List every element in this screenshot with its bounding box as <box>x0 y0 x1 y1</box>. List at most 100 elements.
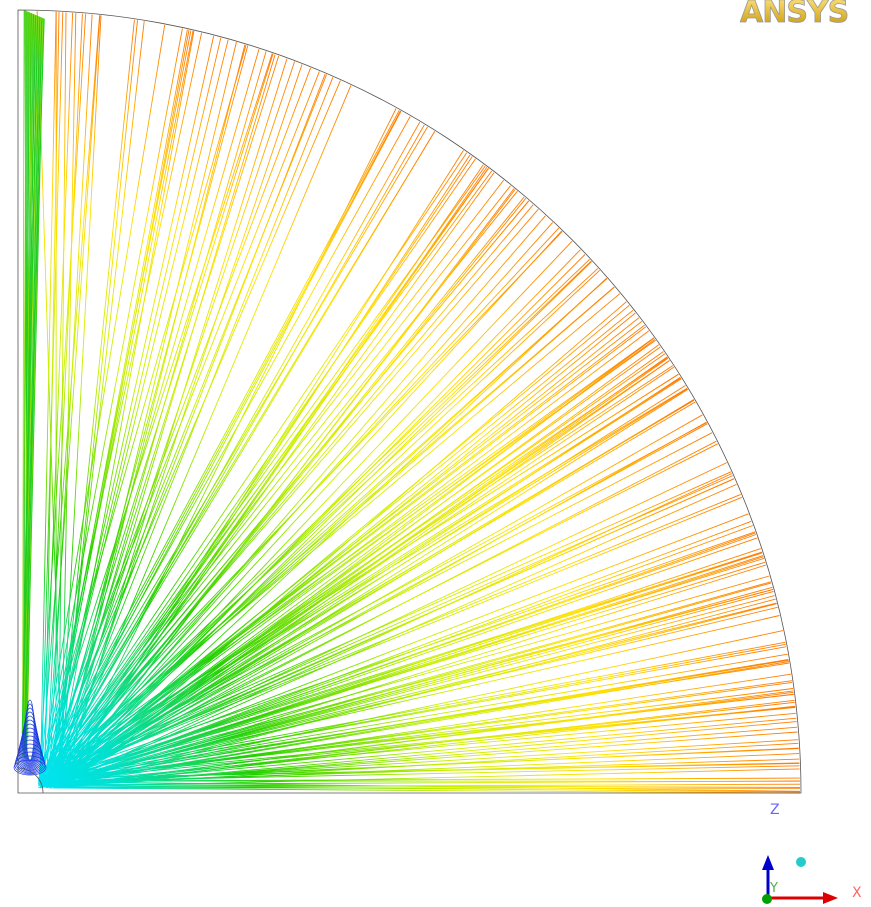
streamline <box>44 121 421 785</box>
streamline <box>42 185 511 781</box>
streamline <box>51 681 793 783</box>
x-arrow <box>823 892 838 904</box>
streamline <box>51 45 249 779</box>
y-label: Y <box>769 881 778 896</box>
streamline <box>47 37 222 781</box>
streamline <box>52 337 655 780</box>
streamline <box>40 387 688 780</box>
streamline <box>58 249 581 786</box>
streamline <box>52 399 695 781</box>
streamline <box>46 29 188 781</box>
streamline <box>47 48 260 784</box>
streamline <box>44 278 608 783</box>
streamline <box>40 582 772 789</box>
x-label: X <box>852 885 862 901</box>
axis-triad: Z Y X <box>762 802 862 904</box>
streamline <box>43 12 74 787</box>
logo: ANSYS <box>740 0 848 30</box>
streamline <box>38 44 247 779</box>
streamline <box>41 747 799 784</box>
streamline <box>57 44 246 781</box>
streamline <box>56 389 689 788</box>
streamline <box>46 278 608 787</box>
streamline <box>47 35 215 781</box>
streamline <box>54 77 334 779</box>
streamline <box>21 15 37 734</box>
streamline <box>44 401 696 787</box>
streamline <box>49 787 801 794</box>
streamline <box>53 785 801 793</box>
streamline <box>60 13 77 786</box>
streamline <box>39 496 743 783</box>
streamline <box>46 365 674 780</box>
vortex-loop <box>17 739 43 771</box>
streamline <box>61 58 288 787</box>
streamline <box>40 131 436 781</box>
streamline <box>38 531 756 782</box>
y-axis <box>762 894 772 904</box>
streamline <box>56 658 789 782</box>
vortex-loop <box>13 759 47 776</box>
z-label: Z <box>770 802 780 818</box>
streamline <box>54 356 668 788</box>
streamline <box>54 51 267 783</box>
streamline <box>54 222 554 782</box>
streamline <box>57 254 586 781</box>
streamline <box>55 787 801 789</box>
streamline <box>49 73 326 786</box>
streamline <box>43 168 489 787</box>
streamline <box>56 473 732 786</box>
streamline <box>62 598 776 789</box>
streamline <box>39 208 539 787</box>
streamline <box>55 690 794 788</box>
streamline <box>48 717 797 787</box>
streamline <box>38 373 679 781</box>
streamline <box>47 595 775 786</box>
inlet-outline <box>17 767 44 794</box>
streamline <box>41 32 203 781</box>
streamline <box>47 330 650 784</box>
streamline <box>59 15 102 782</box>
streamline <box>57 317 640 780</box>
streamline <box>52 421 707 789</box>
vortex-loops <box>13 699 47 776</box>
streamline <box>40 673 791 788</box>
streamline <box>22 10 27 730</box>
streamline <box>58 555 764 783</box>
streamline <box>52 309 634 781</box>
streamline <box>44 39 229 787</box>
streamline <box>61 108 397 780</box>
streamline <box>60 150 464 785</box>
streamline <box>56 261 592 785</box>
streamline <box>56 731 798 787</box>
streamline <box>43 110 402 782</box>
streamline <box>39 15 101 785</box>
streamline <box>43 641 786 780</box>
streamline <box>57 548 761 784</box>
streamline <box>43 165 486 780</box>
streamline <box>51 537 758 784</box>
streamline <box>43 30 192 786</box>
streamline <box>61 653 788 779</box>
streamline <box>55 777 800 782</box>
streamline <box>24 16 40 729</box>
streamline <box>38 200 530 787</box>
streamline <box>45 630 784 789</box>
z-arrow <box>762 855 774 870</box>
view-sphere <box>796 857 806 867</box>
streamline <box>49 204 534 780</box>
streamline <box>40 110 401 781</box>
streamline <box>50 440 717 787</box>
vortex-loop <box>16 747 44 773</box>
streamline <box>57 304 630 781</box>
streamline <box>60 189 516 783</box>
streamline <box>58 277 607 787</box>
streamline <box>22 15 38 727</box>
streamline <box>44 339 656 779</box>
streamline <box>57 41 237 784</box>
streamline <box>22 9 25 740</box>
streamline <box>39 24 166 784</box>
streamline <box>49 230 563 788</box>
streamline <box>50 758 800 784</box>
